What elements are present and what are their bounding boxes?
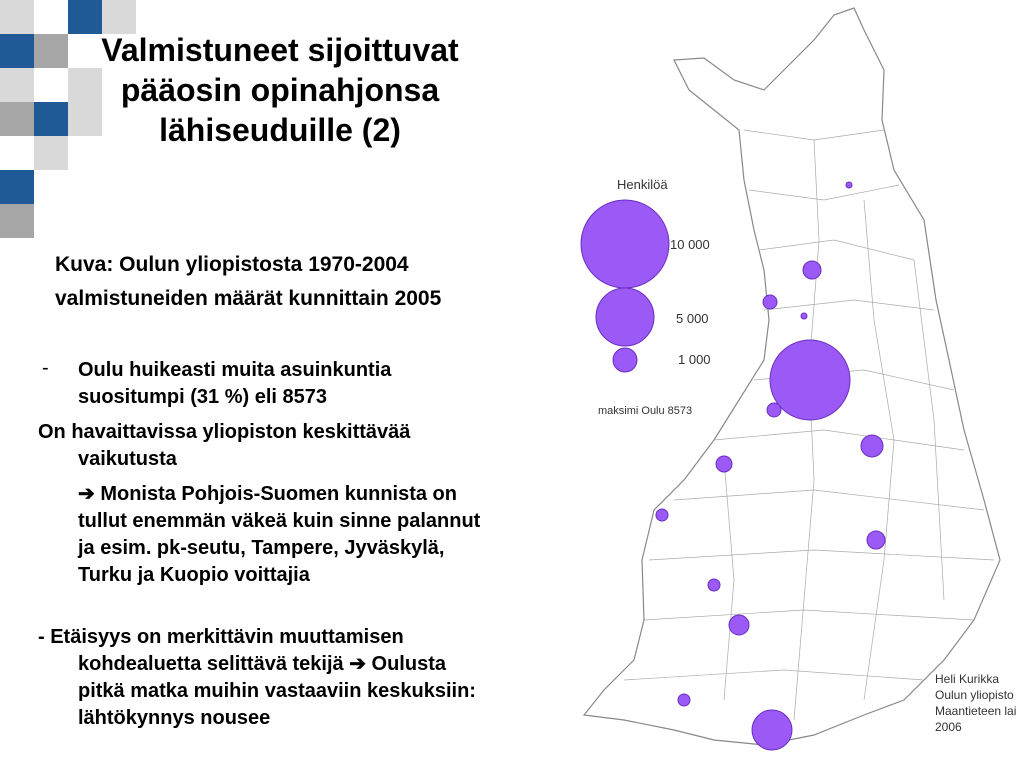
credit: Heli Kurikka — [935, 672, 1000, 686]
bullet: Oulu huikeasti muita asuinkuntia suositu… — [78, 359, 392, 408]
caption: Kuva: Oulun yliopistosta 1970-2004 valmi… — [55, 253, 442, 310]
bullet: ➔ Monista Pohjois-Suomen kunnista on tul… — [78, 483, 481, 586]
credit: 2006 — [935, 720, 962, 734]
legend-label: 5 000 — [676, 311, 709, 326]
credit: Maantieteen lai — [935, 704, 1017, 718]
bullet: - Etäisyys on merkittävin muuttamisen ko… — [38, 626, 476, 729]
bullet-marker: - — [42, 357, 49, 379]
bullet: On havaittavissa yliopiston keskittävää … — [38, 421, 411, 470]
legend-circles — [580, 199, 670, 373]
legend-label: 1 000 — [678, 352, 711, 367]
legend-label: 10 000 — [670, 237, 710, 252]
legend-note: maksimi Oulu 8573 — [598, 405, 693, 417]
legend-title: Henkilöä — [617, 177, 668, 192]
title: Valmistuneet sijoittuvat pääosin opinahj… — [101, 32, 459, 148]
map — [580, 7, 1001, 751]
credit: Oulun yliopisto — [935, 688, 1014, 702]
